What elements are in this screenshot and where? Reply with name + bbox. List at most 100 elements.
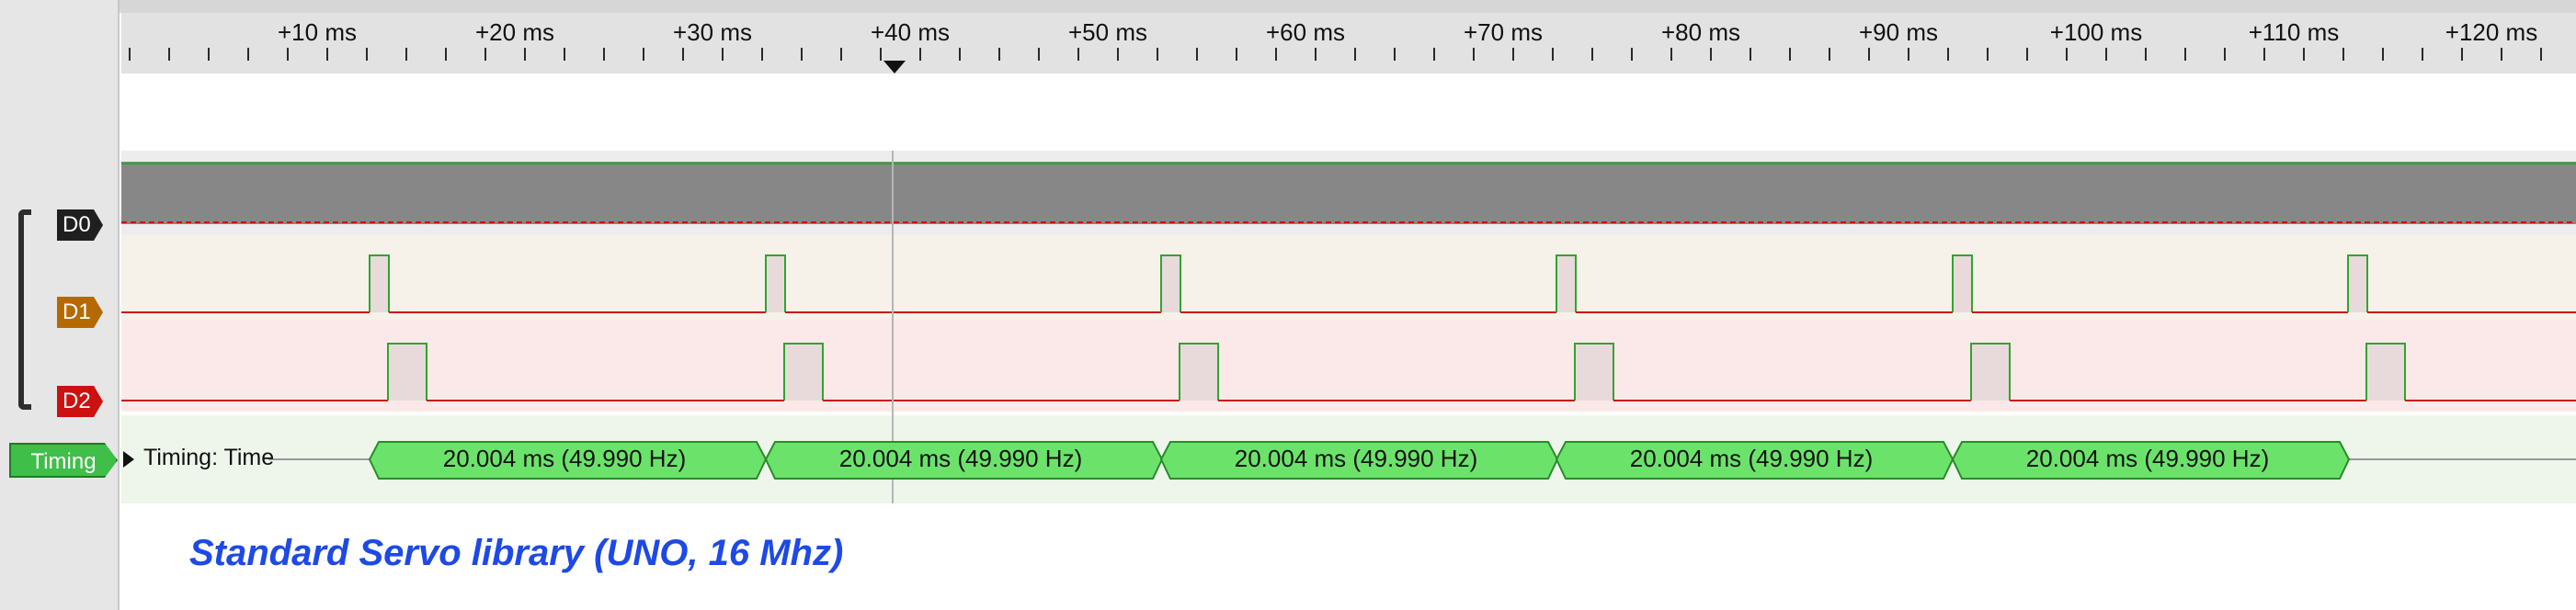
ruler-minor-tick bbox=[445, 48, 447, 61]
ruler-minor-tick bbox=[682, 48, 684, 61]
pulse-high bbox=[766, 255, 785, 312]
top-strip bbox=[0, 0, 2576, 13]
ruler-minor-tick bbox=[1473, 48, 1475, 61]
ruler-minor-tick bbox=[2066, 48, 2068, 61]
ruler-minor-tick bbox=[2145, 48, 2147, 61]
ruler-label: +40 ms bbox=[871, 18, 950, 46]
ruler-minor-tick bbox=[1157, 48, 1158, 61]
cursor-marker-icon[interactable] bbox=[883, 61, 906, 73]
ruler-minor-tick bbox=[2263, 48, 2265, 61]
ruler-label: +80 ms bbox=[1661, 18, 1740, 46]
ruler-minor-tick bbox=[326, 48, 328, 61]
timing-measurement[interactable]: 20.004 ms (49.990 Hz) bbox=[1629, 445, 1874, 472]
channel-label-d0[interactable]: D0 bbox=[57, 209, 103, 241]
ruler-minor-tick bbox=[1117, 48, 1119, 61]
pulse-high bbox=[1953, 255, 1972, 312]
ruler-minor-tick bbox=[564, 48, 565, 61]
ruler-minor-tick bbox=[1987, 48, 1989, 61]
ruler-minor-tick bbox=[1433, 48, 1435, 61]
ruler-minor-tick bbox=[998, 48, 1000, 61]
ruler-minor-tick bbox=[1236, 48, 1237, 61]
ruler-minor-tick bbox=[840, 48, 842, 61]
ruler-minor-tick bbox=[2303, 48, 2305, 61]
ruler-label: +70 ms bbox=[1464, 18, 1543, 46]
ruler-minor-tick bbox=[801, 48, 803, 61]
pulse-high bbox=[1161, 255, 1180, 312]
timing-measurement[interactable]: 20.004 ms (49.990 Hz) bbox=[1234, 445, 1478, 472]
ruler-minor-tick bbox=[1394, 48, 1396, 61]
ruler-minor-tick bbox=[2105, 48, 2107, 61]
ruler-minor-tick bbox=[1315, 48, 1316, 61]
ruler-minor-tick bbox=[168, 48, 170, 61]
ruler-label: +50 ms bbox=[1068, 18, 1147, 46]
pulse-high bbox=[1971, 344, 2010, 401]
ruler-label: +60 ms bbox=[1266, 18, 1345, 46]
ruler-minor-tick bbox=[208, 48, 210, 61]
pulse-high bbox=[388, 344, 427, 401]
time-ruler[interactable]: +10 ms +20 ms +30 ms +40 ms +50 ms +60 m… bbox=[121, 13, 2576, 74]
ruler-minor-tick bbox=[287, 48, 289, 61]
channel-label-d1[interactable]: D1 bbox=[57, 297, 103, 328]
ruler-label: +90 ms bbox=[1859, 18, 1938, 46]
ruler-minor-tick bbox=[959, 48, 961, 61]
pulse-high bbox=[370, 255, 389, 312]
timing-tag[interactable]: Timing bbox=[9, 443, 118, 478]
ruler-minor-tick bbox=[1591, 48, 1593, 61]
ruler-minor-tick bbox=[2184, 48, 2186, 61]
channel-label-d2[interactable]: D2 bbox=[57, 386, 103, 417]
ruler-minor-tick bbox=[1710, 48, 1712, 61]
pulse-high bbox=[1180, 344, 1218, 401]
ruler-minor-tick bbox=[1196, 48, 1198, 61]
pulse-high bbox=[1575, 344, 1613, 401]
ruler-label: +100 ms bbox=[2049, 18, 2143, 46]
timing-measurement[interactable]: 20.004 ms (49.990 Hz) bbox=[2025, 445, 2270, 472]
ruler-minor-tick bbox=[1038, 48, 1040, 61]
waveform-area[interactable] bbox=[121, 0, 2576, 610]
timing-name: Timing: Time bbox=[143, 445, 275, 470]
pulse-high bbox=[2348, 255, 2367, 312]
ruler-minor-tick bbox=[2224, 48, 2226, 61]
channel-group-bracket bbox=[18, 209, 31, 410]
ruler-minor-tick bbox=[1354, 48, 1356, 61]
ruler-label: +110 ms bbox=[2248, 18, 2340, 46]
ruler-minor-tick bbox=[2026, 48, 2028, 61]
ruler-minor-tick bbox=[2382, 48, 2384, 61]
caption-text: Standard Servo library (UNO, 16 Mhz) bbox=[189, 533, 844, 573]
ruler-minor-tick bbox=[1947, 48, 1949, 61]
d0-track-top bbox=[121, 151, 2576, 162]
d0-track bbox=[121, 162, 2576, 224]
pulse-high bbox=[1556, 255, 1576, 312]
ruler-minor-tick bbox=[919, 48, 921, 61]
ruler-label: +30 ms bbox=[673, 18, 752, 46]
ruler-minor-tick bbox=[1750, 48, 1751, 61]
ruler-minor-tick bbox=[1275, 48, 1277, 61]
ruler-label: +10 ms bbox=[278, 18, 357, 46]
ruler-minor-tick bbox=[247, 48, 249, 61]
pulse-high bbox=[2366, 344, 2405, 401]
ruler-minor-tick bbox=[1512, 48, 1514, 61]
expand-arrow-icon[interactable] bbox=[123, 451, 134, 468]
ruler-minor-tick bbox=[1868, 48, 1870, 61]
ruler-minor-tick bbox=[880, 48, 882, 61]
pulse-high bbox=[784, 344, 823, 401]
ruler-minor-tick bbox=[2461, 48, 2463, 61]
ruler-minor-tick bbox=[643, 48, 644, 61]
d0-track-bottom bbox=[121, 224, 2576, 235]
ruler-minor-tick bbox=[1789, 48, 1791, 61]
ruler-minor-tick bbox=[2342, 48, 2344, 61]
ruler-minor-tick bbox=[405, 48, 407, 61]
timing-measurement[interactable]: 20.004 ms (49.990 Hz) bbox=[442, 445, 687, 472]
d1-track bbox=[121, 235, 2576, 320]
d2-track bbox=[121, 320, 2576, 412]
ruler-minor-tick bbox=[484, 48, 486, 61]
timing-measurement[interactable]: 20.004 ms (49.990 Hz) bbox=[838, 445, 1083, 472]
ruler-minor-tick bbox=[129, 48, 131, 61]
ruler-minor-tick bbox=[2422, 48, 2423, 61]
ruler-minor-tick bbox=[1908, 48, 1909, 61]
ruler-minor-tick bbox=[603, 48, 605, 61]
ruler-minor-tick bbox=[2501, 48, 2502, 61]
ruler-minor-tick bbox=[524, 48, 526, 61]
ruler-label: +120 ms bbox=[2445, 18, 2538, 46]
ruler-minor-tick bbox=[1631, 48, 1633, 61]
ruler-label: +20 ms bbox=[475, 18, 554, 46]
